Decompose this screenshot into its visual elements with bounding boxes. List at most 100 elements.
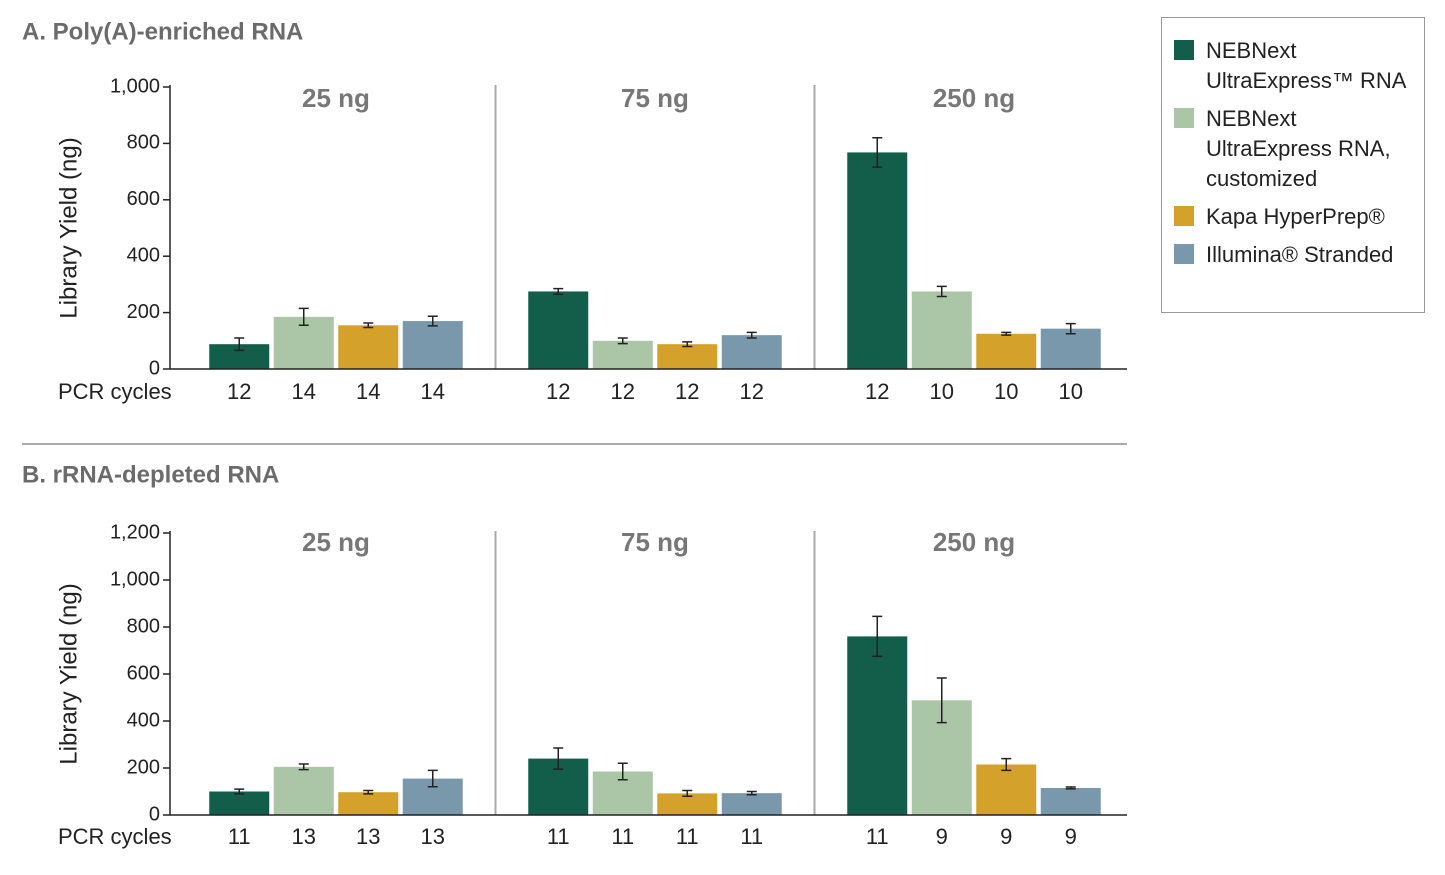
error-bar bbox=[1001, 331, 1012, 336]
error-bar bbox=[872, 615, 883, 658]
y-tick-label: 800 bbox=[127, 615, 160, 637]
pcr-cycle-label: 11 bbox=[547, 824, 570, 849]
pcr-cycle-label: 11 bbox=[676, 824, 699, 849]
pcr-cycle-label: 10 bbox=[1059, 379, 1083, 404]
y-tick-label: 1,000 bbox=[110, 568, 160, 590]
error-bar bbox=[553, 287, 564, 296]
legend-label: Kapa HyperPrep® bbox=[1206, 204, 1385, 229]
pcr-cycle-label: 13 bbox=[292, 824, 316, 849]
error-bar bbox=[1001, 757, 1012, 772]
x-axis-label: PCR cycles bbox=[58, 824, 172, 849]
pcr-cycle-label: 12 bbox=[675, 379, 699, 404]
legend-item: Kapa HyperPrep® bbox=[1174, 202, 1414, 232]
pcr-cycle-label: 11 bbox=[866, 824, 889, 849]
error-bar bbox=[936, 285, 947, 298]
error-bar bbox=[363, 322, 374, 329]
legend-label: NEBNext UltraExpress RNA, customized bbox=[1206, 106, 1391, 191]
error-bar bbox=[1065, 786, 1076, 790]
error-bar bbox=[363, 789, 374, 795]
bar bbox=[592, 340, 653, 369]
legend-swatch bbox=[1174, 206, 1194, 226]
pcr-cycle-label: 12 bbox=[546, 379, 570, 404]
pcr-cycle-label: 10 bbox=[930, 379, 954, 404]
legend-item: Illumina® Stranded bbox=[1174, 240, 1414, 270]
error-bar bbox=[427, 769, 438, 788]
pcr-cycle-label: 9 bbox=[1065, 824, 1077, 849]
y-tick-label: 600 bbox=[127, 662, 160, 684]
bar bbox=[657, 793, 718, 815]
error-bar bbox=[682, 341, 693, 348]
legend-label: Illumina® Stranded bbox=[1206, 242, 1394, 267]
error-bar bbox=[872, 137, 883, 168]
bar bbox=[1040, 787, 1101, 815]
panel-title: A. Poly(A)-enriched RNA bbox=[22, 18, 303, 45]
bar bbox=[338, 325, 399, 369]
error-bar bbox=[746, 790, 757, 796]
error-bar bbox=[936, 677, 947, 724]
pcr-cycle-label: 12 bbox=[740, 379, 764, 404]
x-axis-label: PCR cycles bbox=[58, 379, 172, 404]
bar bbox=[976, 764, 1037, 815]
legend-item: NEBNext UltraExpress RNA, customized bbox=[1174, 104, 1414, 194]
error-bar bbox=[298, 763, 309, 771]
group-label: 75 ng bbox=[621, 83, 689, 113]
y-tick-label: 600 bbox=[127, 188, 160, 210]
y-tick-label: 400 bbox=[127, 709, 160, 731]
y-tick-label: 200 bbox=[127, 301, 160, 323]
bar bbox=[273, 766, 334, 815]
bar bbox=[847, 152, 908, 369]
error-bar bbox=[234, 788, 245, 795]
y-tick-label: 1,000 bbox=[110, 75, 160, 97]
pcr-cycle-label: 12 bbox=[865, 379, 889, 404]
bar bbox=[338, 792, 399, 815]
pcr-cycle-label: 13 bbox=[356, 824, 380, 849]
bar bbox=[721, 335, 782, 369]
pcr-cycle-label: 11 bbox=[228, 824, 251, 849]
bar bbox=[402, 321, 463, 369]
y-tick-label: 400 bbox=[127, 244, 160, 266]
y-tick-label: 1,200 bbox=[110, 521, 160, 543]
group-label: 75 ng bbox=[621, 527, 689, 557]
bar bbox=[528, 291, 589, 369]
group-label: 25 ng bbox=[302, 83, 370, 113]
group-label: 250 ng bbox=[933, 83, 1015, 113]
pcr-cycle-label: 12 bbox=[227, 379, 251, 404]
panel-title: B. rRNA-depleted RNA bbox=[22, 461, 279, 488]
legend-item: NEBNext UltraExpress™ RNA bbox=[1174, 36, 1414, 96]
bar bbox=[847, 636, 908, 815]
legend-swatch bbox=[1174, 244, 1194, 264]
pcr-cycle-label: 11 bbox=[740, 824, 763, 849]
error-bar bbox=[298, 307, 309, 327]
pcr-cycle-label: 9 bbox=[1000, 824, 1012, 849]
pcr-cycle-label: 12 bbox=[611, 379, 635, 404]
error-bar bbox=[617, 337, 628, 345]
bar bbox=[657, 344, 718, 369]
error-bar bbox=[682, 789, 693, 797]
error-bar bbox=[234, 337, 245, 352]
bar bbox=[1040, 328, 1101, 369]
y-axis-label: Library Yield (ng) bbox=[55, 137, 82, 318]
error-bar bbox=[1065, 322, 1076, 335]
bar bbox=[976, 333, 1037, 369]
pcr-cycle-label: 10 bbox=[994, 379, 1018, 404]
pcr-cycle-label: 14 bbox=[292, 379, 316, 404]
y-tick-label: 0 bbox=[149, 803, 160, 825]
bar bbox=[209, 791, 270, 815]
pcr-cycle-label: 14 bbox=[356, 379, 380, 404]
legend-label: NEBNext UltraExpress™ RNA bbox=[1206, 38, 1407, 93]
error-bar bbox=[553, 747, 564, 770]
pcr-cycle-label: 14 bbox=[421, 379, 445, 404]
error-bar bbox=[427, 315, 438, 327]
pcr-cycle-label: 9 bbox=[936, 824, 948, 849]
y-axis-label: Library Yield (ng) bbox=[55, 583, 82, 764]
group-label: 25 ng bbox=[302, 527, 370, 557]
y-tick-label: 0 bbox=[149, 357, 160, 379]
error-bar bbox=[746, 331, 757, 339]
pcr-cycle-label: 11 bbox=[611, 824, 634, 849]
legend-swatch bbox=[1174, 40, 1194, 60]
error-bar bbox=[617, 762, 628, 781]
group-label: 250 ng bbox=[933, 527, 1015, 557]
y-tick-label: 800 bbox=[127, 132, 160, 154]
